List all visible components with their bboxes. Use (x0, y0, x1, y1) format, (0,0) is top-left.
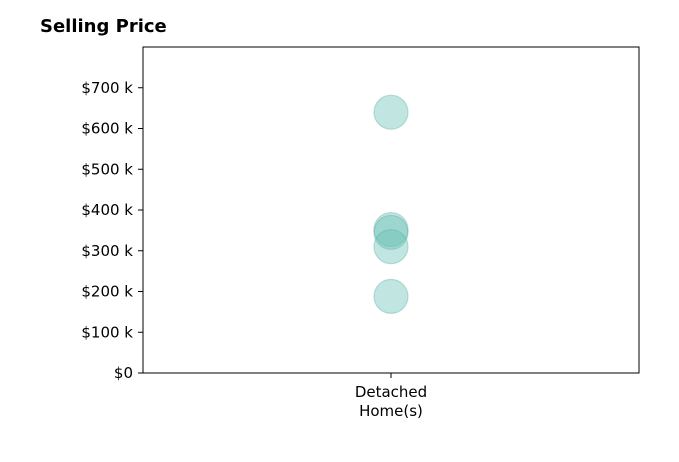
y-axis: $0 $100 k $200 k $300 k $400 k $500 k $600 k $7… (81, 79, 143, 382)
y-tick-label: $300 k (81, 242, 133, 260)
chart-title: Selling Price (40, 16, 167, 37)
y-tick-label: $0 (114, 364, 133, 382)
y-tick-label: $100 k (81, 323, 133, 341)
data-points (373, 94, 409, 314)
y-tick-label: $600 k (81, 120, 133, 138)
x-axis: Detached Home(s) (355, 373, 427, 420)
x-tick-label: Detached Home(s) (355, 383, 427, 420)
y-tick-label: $700 k (81, 79, 133, 97)
data-point (373, 94, 409, 130)
y-tick-label: $200 k (81, 283, 133, 301)
y-tick-label: $400 k (81, 201, 133, 219)
data-point (373, 278, 409, 314)
data-point (373, 211, 409, 248)
data-point (373, 229, 409, 265)
y-tick-label: $500 k (81, 160, 133, 178)
data-point (373, 214, 409, 251)
